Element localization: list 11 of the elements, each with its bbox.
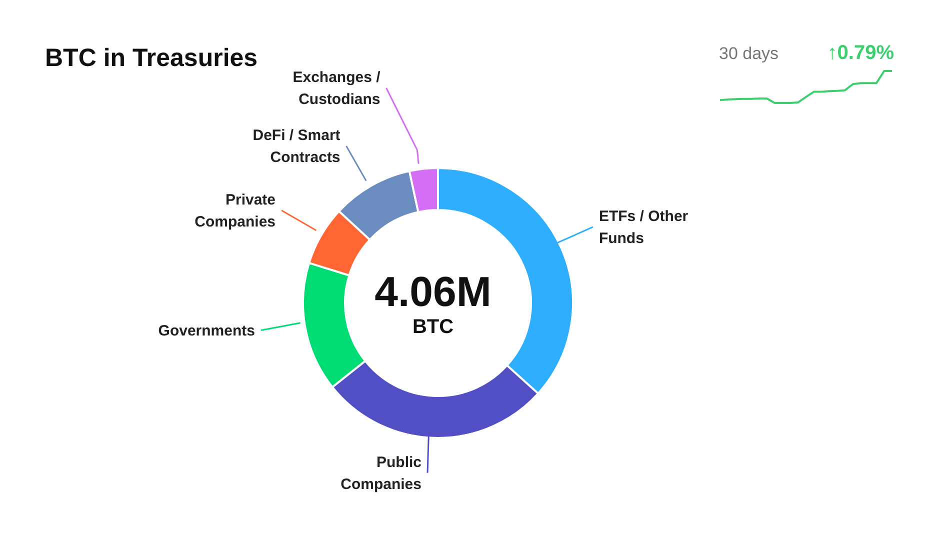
slice-label: ETFs / Other Funds [598, 207, 688, 246]
chart-title: 30 days [719, 44, 779, 64]
slice-label: Governments [158, 322, 255, 339]
chart-title: BTC in Treasuries [45, 44, 258, 73]
text: BTC [411, 316, 455, 339]
slice-label: Private Companies [194, 190, 276, 230]
slice-label: Exchanges / Custodians [292, 68, 382, 108]
slice-label: Public Companies [340, 453, 422, 492]
text: ↑0.79% [827, 42, 894, 65]
text: 4.06M [374, 268, 492, 315]
slice-label: DeFi / Smart Contracts [252, 126, 340, 166]
